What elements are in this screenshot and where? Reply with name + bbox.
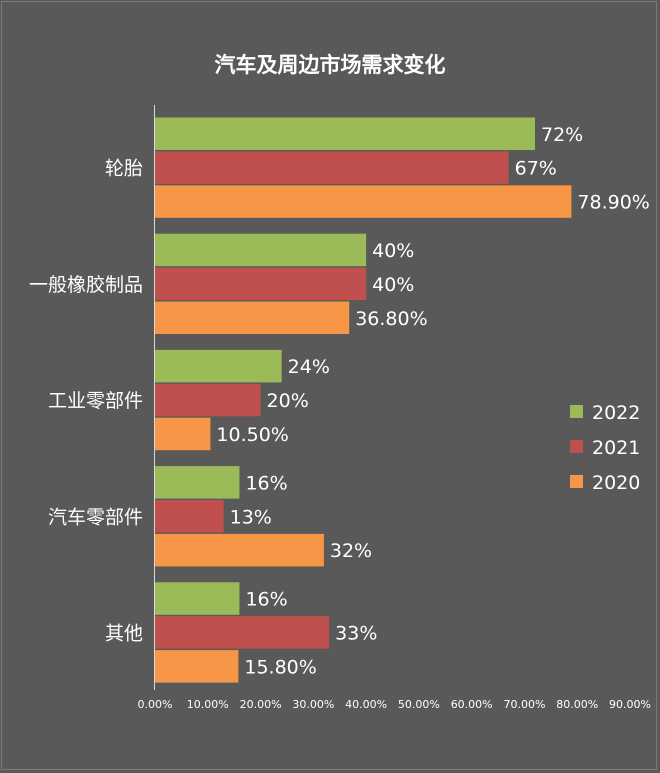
x-tick-label: 10.00% xyxy=(187,698,229,711)
bar-2021-4 xyxy=(155,616,330,649)
x-tick-label: 60.00% xyxy=(451,698,493,711)
value-label: 32% xyxy=(330,540,372,562)
value-label: 16% xyxy=(245,472,287,494)
bar-2021-2 xyxy=(155,383,261,417)
bar-2022-1 xyxy=(155,233,367,267)
bar-2020-3 xyxy=(155,533,324,567)
x-tick-label: 40.00% xyxy=(345,698,387,711)
value-label: 36.80% xyxy=(355,308,427,330)
bar-2020-4 xyxy=(155,650,239,683)
value-label: 24% xyxy=(288,356,330,378)
bars-group xyxy=(155,117,572,683)
value-label: 78.90% xyxy=(577,192,649,214)
category-label: 一般橡胶制品 xyxy=(29,274,143,296)
category-label: 其他 xyxy=(105,622,143,644)
bar-2021-3 xyxy=(155,500,224,533)
legend: 2022 2021 2020 xyxy=(570,402,640,494)
category-label: 汽车零部件 xyxy=(48,506,143,528)
legend-label: 2022 xyxy=(592,402,640,424)
x-tick-label: 90.00% xyxy=(609,698,651,711)
bar-2022-2 xyxy=(155,349,282,383)
x-tick-label: 80.00% xyxy=(556,698,598,711)
chart-title: 汽车及周边市场需求变化 xyxy=(215,53,446,77)
bar-2020-0 xyxy=(155,185,572,218)
legend-swatch-2020 xyxy=(570,475,583,488)
category-label: 轮胎 xyxy=(105,158,143,180)
value-label: 33% xyxy=(335,622,377,644)
value-label: 20% xyxy=(267,390,309,412)
value-label: 40% xyxy=(372,274,414,296)
bar-2022-4 xyxy=(155,582,240,615)
bar-2020-2 xyxy=(155,417,211,451)
x-tick-label: 0.00% xyxy=(138,698,173,711)
value-label: 72% xyxy=(541,124,583,146)
value-label: 15.80% xyxy=(244,656,316,678)
legend-swatch-2021 xyxy=(570,440,583,453)
bar-2022-0 xyxy=(155,117,535,150)
value-label: 40% xyxy=(372,240,414,262)
value-labels-group: 72% 67% 78.90% 40% 40% 36.80% 24% 20% 10.50% 16% 1… xyxy=(216,124,649,679)
bar-2021-1 xyxy=(155,267,367,301)
x-tick-label: 70.00% xyxy=(503,698,545,711)
x-tick-label: 20.00% xyxy=(240,698,282,711)
legend-label: 2021 xyxy=(592,437,640,459)
value-label: 13% xyxy=(230,506,272,528)
bar-2021-0 xyxy=(155,151,509,184)
bar-2022-3 xyxy=(155,466,240,499)
x-tick-label: 50.00% xyxy=(398,698,440,711)
bar-2020-1 xyxy=(155,301,350,334)
x-tick-label: 30.00% xyxy=(292,698,334,711)
x-tick-labels-group: 0.00% 10.00% 20.00% 30.00% 40.00% 50.00% 60.00… xyxy=(138,698,651,711)
value-label: 10.50% xyxy=(216,424,288,446)
value-label: 67% xyxy=(515,158,557,180)
category-label: 工业零部件 xyxy=(48,390,143,412)
value-label: 16% xyxy=(245,589,287,611)
legend-swatch-2022 xyxy=(570,405,583,418)
legend-label: 2020 xyxy=(592,472,640,494)
